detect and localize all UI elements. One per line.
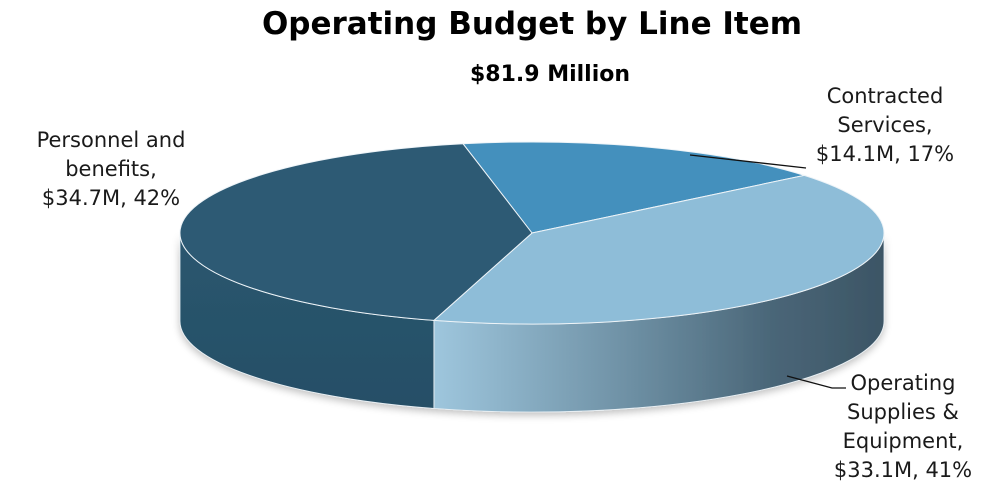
- slice-label-line: Equipment,: [842, 429, 964, 453]
- slice-label-supplies: Operating Supplies & Equipment, $33.1M, …: [814, 369, 992, 485]
- leader-line: [689, 154, 807, 169]
- slice-label-line: benefits,: [65, 157, 157, 181]
- pie-slice: [432, 174, 885, 325]
- slice-label-personnel: Personnel and benefits, $34.7M, 42%: [4, 126, 218, 213]
- slice-label-contracted: Contracted Services, $14.1M, 17%: [790, 82, 980, 169]
- slice-label-line: Services,: [837, 113, 933, 137]
- slice-label-line: Personnel and: [36, 128, 186, 152]
- pie-slice: [179, 143, 533, 321]
- slice-label-line: $14.1M, 17%: [815, 142, 955, 166]
- slice-label-line: $34.7M, 42%: [41, 186, 181, 210]
- chart-title: Operating Budget by Line Item: [261, 6, 803, 42]
- chart-subtitle: $81.9 Million: [469, 62, 631, 87]
- slice-label-line: $33.1M, 41%: [833, 458, 973, 482]
- leader-line: [786, 375, 846, 389]
- slice-label-line: Supplies &: [847, 400, 959, 424]
- pie-slice: [462, 141, 807, 234]
- slice-label-line: Operating: [850, 371, 956, 395]
- slice-label-line: Contracted: [826, 84, 944, 108]
